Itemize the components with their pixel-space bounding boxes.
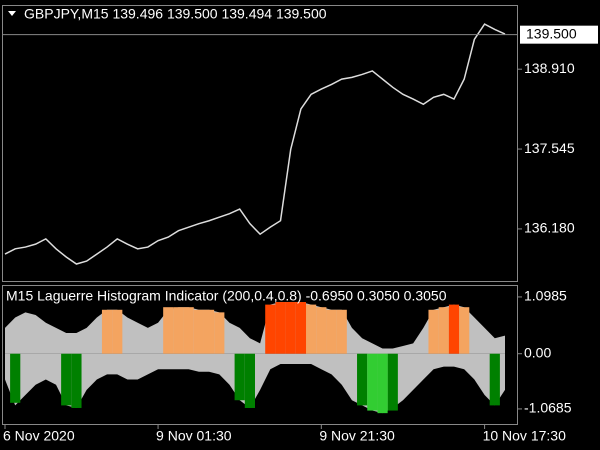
current-price-label: 139.500 [526,25,577,41]
y-tick-label: 0.00 [524,344,551,360]
histogram-bar [193,309,204,354]
menu-triangle[interactable] [8,11,16,16]
histogram-bar [183,307,194,354]
indicator-panel-border [2,285,518,425]
indicator-title: M15 Laguerre Histogram Indicator (200,0.… [6,288,447,304]
histogram-bar [357,353,368,406]
current-price-box [520,25,598,44]
y-tick-label: 136.180 [524,220,575,236]
histogram-bar [285,302,296,354]
histogram-bar [489,353,500,406]
histogram-bar [214,312,225,354]
histogram-bar [295,302,307,354]
histogram-bar [112,309,123,354]
x-tick-label: 9 Nov 01:30 [156,428,232,444]
x-tick-label: 6 Nov 2020 [3,428,75,444]
histogram-bar [459,307,470,354]
y-tick-label: 137.545 [524,140,575,156]
histogram-bar [377,353,388,414]
y-tick-label: 138.910 [524,60,575,76]
histogram-bar [101,309,113,354]
x-tick-label: 9 Nov 21:30 [319,428,395,444]
histogram-bar [438,307,449,354]
histogram-bar [326,309,337,354]
price-line [4,23,506,265]
envelope-area [5,302,505,354]
histogram-bar [203,309,215,354]
histogram-bar [163,307,174,354]
y-tick-label: 1.0985 [524,288,567,304]
histogram-bar [387,353,398,411]
price-title: GBPJPY,M15 139.496 139.500 139.494 139.5… [24,6,327,22]
histogram-bar [71,353,82,408]
histogram-bar [275,302,286,354]
histogram-bar [316,307,327,354]
histogram-bar [428,309,439,354]
histogram-bar [448,304,460,354]
histogram-bar [367,353,378,411]
histogram-bar [173,307,184,354]
histogram-bar [61,353,72,406]
y-tick-label: -1.0685 [524,400,572,416]
histogram-bar [234,353,245,401]
x-tick-label: 10 Nov 17:30 [483,428,566,444]
histogram-bar [265,304,276,354]
histogram-bar [244,353,255,408]
price-panel-border [2,5,518,282]
histogram-bar [336,309,347,354]
histogram-bar [306,304,317,354]
histogram-bar [10,353,21,403]
